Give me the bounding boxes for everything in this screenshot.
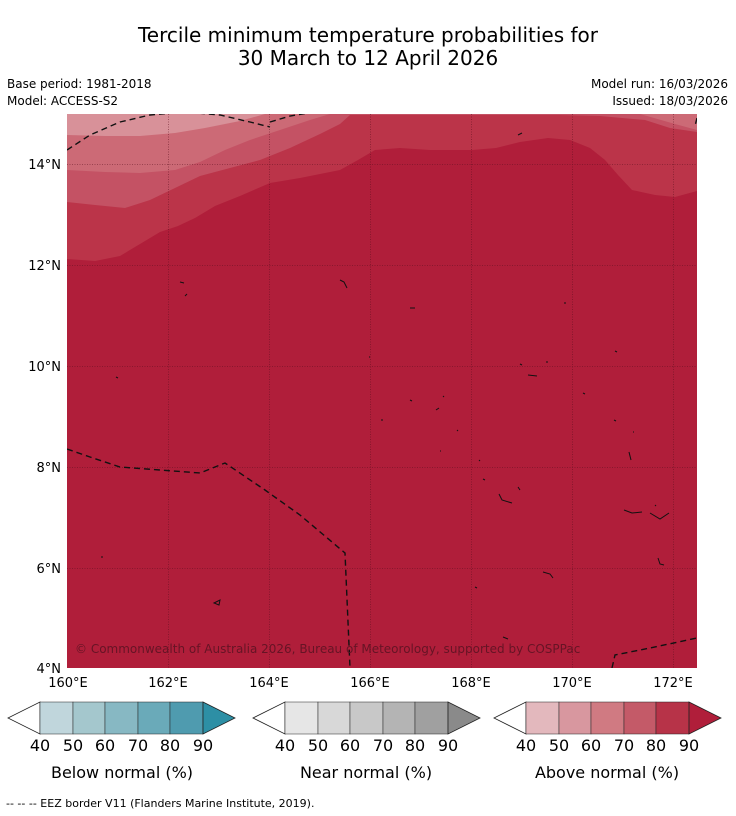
lat-label: 8°N <box>37 461 62 476</box>
colorbar-tick: 40 <box>30 736 50 755</box>
colorbar-segment <box>623 701 657 735</box>
title-line-2: 30 March to 12 April 2026 <box>237 46 499 70</box>
lat-label: 6°N <box>37 562 62 577</box>
colorbar-segment <box>72 701 106 735</box>
lon-label: 160°E <box>48 676 88 691</box>
above-normal-colorbar: 40 50 60 70 80 90 Above normal (%) <box>493 701 722 782</box>
colorbar-tick: 90 <box>193 736 213 755</box>
graticule <box>67 114 697 668</box>
colorbar-tick: 50 <box>308 736 328 755</box>
colorbar-tick: 60 <box>340 736 360 755</box>
colorbar-segment <box>137 701 171 735</box>
colorbar-tick: 60 <box>581 736 601 755</box>
lon-label: 170°E <box>552 676 592 691</box>
colorbar-tick: 70 <box>373 736 393 755</box>
colorbar-segment <box>317 701 351 735</box>
colorbar-segment <box>104 701 139 735</box>
lon-label: 164°E <box>249 676 289 691</box>
colorbar-title: Above normal (%) <box>535 763 679 782</box>
lon-label: 172°E <box>653 676 693 691</box>
above-50-60-region-east <box>640 114 697 130</box>
colorbar-tick: 70 <box>128 736 148 755</box>
colorbar-min-arrow <box>252 701 286 735</box>
colorbar-segment <box>655 701 690 735</box>
map-plot-area: © Commonwealth of Australia 2026, Bureau… <box>67 114 697 668</box>
lat-label: 4°N <box>37 662 62 677</box>
colorbar-tick: 50 <box>549 736 569 755</box>
longitude-labels: 160°E 162°E 164°E 166°E 168°E 170°E 172°… <box>48 676 693 691</box>
above-40-50-region <box>67 114 265 136</box>
colorbar-segment <box>382 701 416 735</box>
latitude-labels: 14°N 12°N 10°N 8°N 6°N 4°N <box>28 158 61 677</box>
islands <box>101 132 670 640</box>
lat-label: 14°N <box>28 158 61 173</box>
colorbar-segment <box>284 701 319 735</box>
colorbar-tick: 40 <box>516 736 536 755</box>
colorbar-tick: 70 <box>614 736 634 755</box>
near-normal-colorbar: 40 50 60 70 80 90 Near normal (%) <box>252 701 481 782</box>
colorbar-max-arrow <box>447 701 481 735</box>
eez-footnote: -- -- -- EEZ border V11 (Flanders Marine… <box>6 797 315 810</box>
colorbar-title: Below normal (%) <box>51 763 193 782</box>
colorbar-segment <box>525 701 560 735</box>
model-name: Model: ACCESS-S2 <box>7 94 119 108</box>
colorbar-tick: 80 <box>405 736 425 755</box>
eez-border <box>67 114 697 668</box>
colorbar-tick: 90 <box>438 736 458 755</box>
below-normal-colorbar: 40 50 60 70 80 90 Below normal (%) <box>7 701 236 782</box>
colorbar-max-arrow <box>202 701 236 735</box>
colorbar-segment <box>169 701 204 735</box>
colorbar-min-arrow <box>493 701 527 735</box>
lon-label: 168°E <box>451 676 491 691</box>
copyright-notice: © Commonwealth of Australia 2026, Bureau… <box>75 642 580 656</box>
colorbar-max-arrow <box>688 701 722 735</box>
colorbar-min-arrow <box>7 701 41 735</box>
model-run: Model run: 16/03/2026 <box>590 77 728 91</box>
lon-label: 166°E <box>350 676 390 691</box>
colorbar-tick: 60 <box>95 736 115 755</box>
issued-date: Issued: 18/03/2026 <box>612 94 728 108</box>
colorbar-segment <box>349 701 384 735</box>
colorbar-tick: 40 <box>275 736 295 755</box>
lon-label: 162°E <box>148 676 188 691</box>
colorbar-segment <box>414 701 449 735</box>
colorbar-tick: 50 <box>63 736 83 755</box>
colorbar-segment <box>39 701 74 735</box>
base-period: Base period: 1981-2018 <box>7 77 152 91</box>
colorbar-tick: 90 <box>679 736 699 755</box>
colorbar-tick: 80 <box>646 736 666 755</box>
colorbar-tick: 80 <box>160 736 180 755</box>
colorbar-segment <box>558 701 592 735</box>
title-line-1: Tercile minimum temperature probabilitie… <box>137 23 599 47</box>
lat-label: 12°N <box>28 259 61 274</box>
colorbar-title: Near normal (%) <box>300 763 432 782</box>
lat-label: 10°N <box>28 360 61 375</box>
colorbar-segment <box>590 701 625 735</box>
